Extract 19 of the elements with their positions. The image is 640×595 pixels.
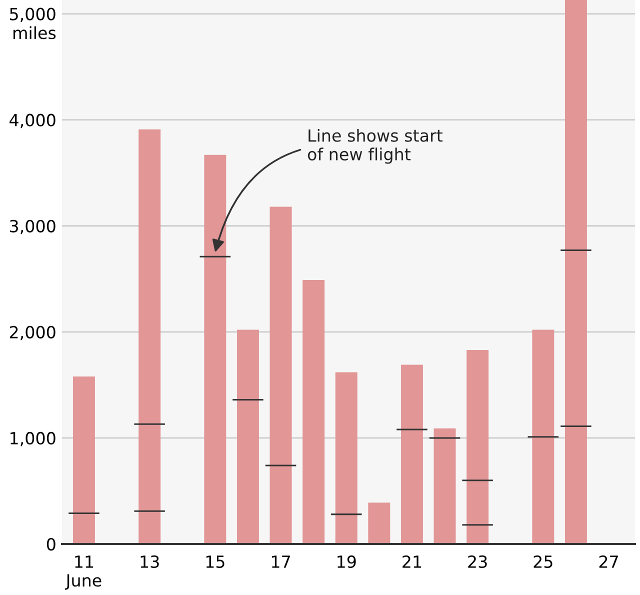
x-tick-label: 17 — [272, 556, 290, 568]
y-tick-label: 0 — [46, 538, 56, 551]
bar — [368, 502, 390, 544]
y-tick-label: 3,000 — [10, 220, 56, 234]
x-tick-label: 25 — [534, 555, 552, 568]
x-tick-label: 13 — [140, 555, 159, 568]
x-tick-label: 21 — [402, 555, 422, 568]
x-tick-label: 27 — [599, 555, 618, 568]
x-tick-label: 19 — [338, 555, 356, 568]
y-tick-label: 5,000 — [10, 8, 56, 22]
annotation: Line shows start of new flight — [308, 128, 443, 164]
y-tick-label: 4,000 — [10, 114, 56, 128]
y-tick-label: 2,000 — [10, 326, 56, 340]
x-tick-label: 11 June — [64, 556, 102, 590]
y-axis-title: miles — [14, 26, 56, 40]
y-tick-label: 1,000 — [10, 432, 56, 446]
x-tick-label: 15 — [206, 556, 224, 568]
bar — [302, 280, 325, 544]
x-tick-label: 23 — [468, 555, 487, 568]
